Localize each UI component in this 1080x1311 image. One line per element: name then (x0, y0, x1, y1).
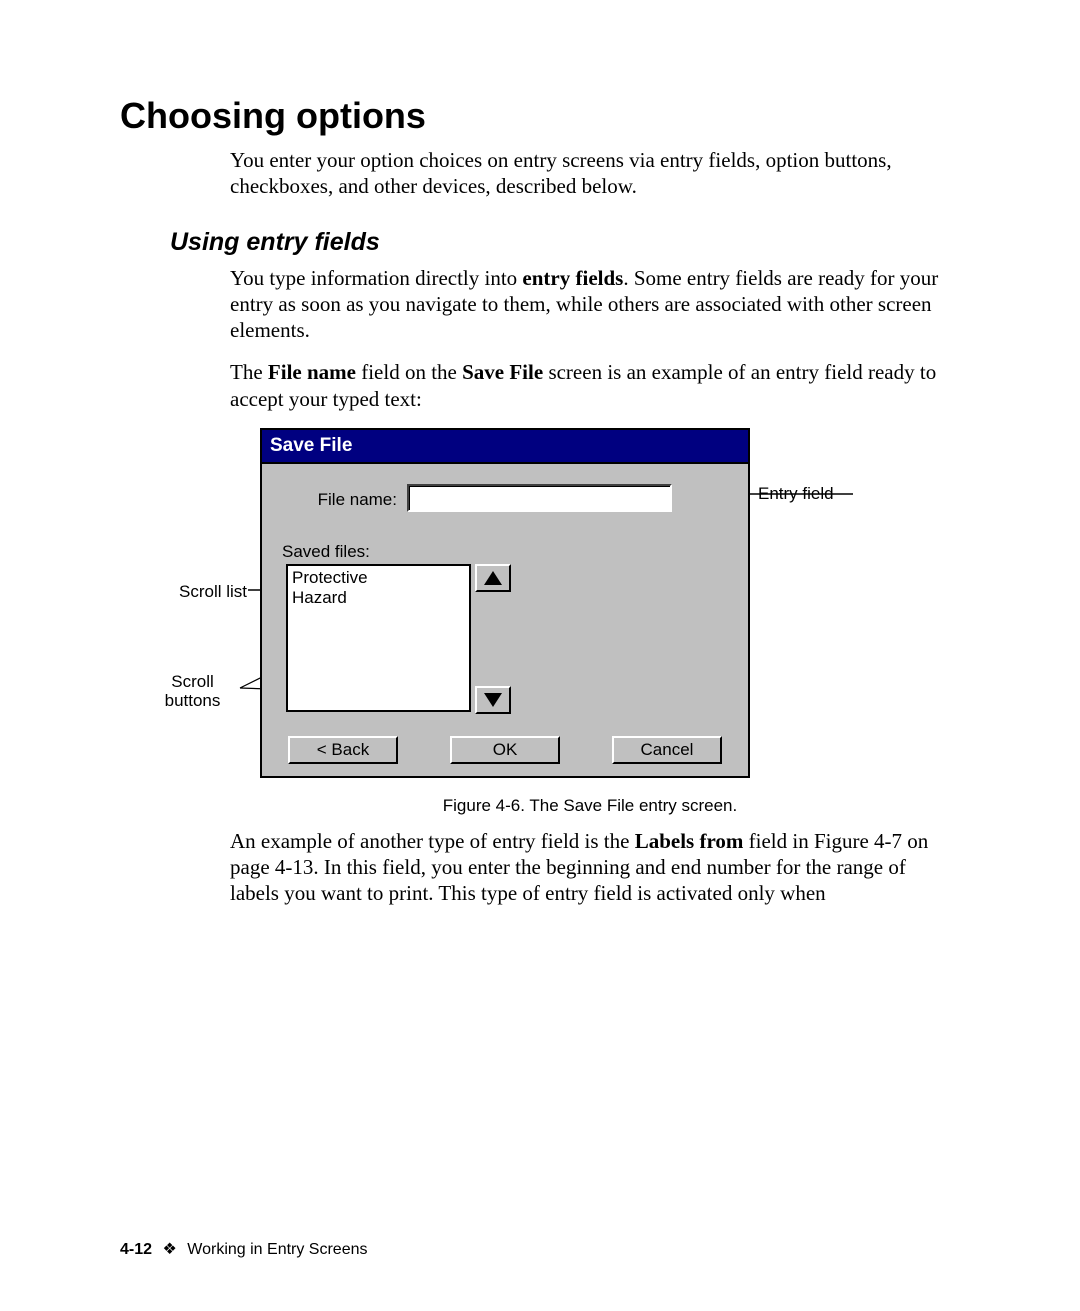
text: You type information directly into (230, 266, 522, 290)
list-item[interactable]: Protective (292, 568, 465, 588)
text: field on the (356, 360, 462, 384)
figure-caption: Figure 4-6. The Save File entry screen. (230, 796, 950, 816)
text: An example of another type of entry fiel… (230, 829, 635, 853)
footer-section: Working in Entry Screens (187, 1241, 367, 1258)
triangle-down-icon (483, 692, 503, 708)
callout-entry-field: Entry field (758, 484, 858, 504)
cancel-button[interactable]: Cancel (612, 736, 722, 764)
scroll-up-button[interactable] (475, 564, 511, 592)
subheading: Using entry fields (170, 228, 960, 257)
bold-labels-from: Labels from (635, 829, 744, 853)
ok-button[interactable]: OK (450, 736, 560, 764)
figure-save-file: Scroll list Scroll buttons Entry field (120, 428, 960, 788)
triangle-up-icon (483, 570, 503, 586)
file-name-input[interactable] (407, 484, 672, 512)
callout-scroll-buttons: Scroll buttons (150, 672, 235, 711)
dialog-title: Save File (262, 430, 748, 464)
bold-entry-fields: entry fields (522, 266, 623, 290)
paragraph-labels-from: An example of another type of entry fiel… (230, 828, 950, 907)
text: Scroll (171, 672, 214, 691)
diamond-icon: ❖ (162, 1241, 176, 1258)
save-file-dialog: Save File File name: Saved files: Protec… (260, 428, 750, 778)
scroll-down-button[interactable] (475, 686, 511, 714)
paragraph-file-name-example: The File name field on the Save File scr… (230, 359, 950, 412)
page-number: 4-12 (120, 1241, 152, 1258)
list-item[interactable]: Hazard (292, 588, 465, 608)
bold-save-file: Save File (462, 360, 543, 384)
file-name-label: File name: (282, 490, 397, 510)
text: buttons (165, 691, 221, 710)
callout-scroll-list: Scroll list (142, 582, 247, 602)
back-button[interactable]: < Back (288, 736, 398, 764)
intro-paragraph: You enter your option choices on entry s… (230, 147, 950, 200)
saved-files-label: Saved files: (282, 542, 397, 562)
page-footer: 4-12 ❖ Working in Entry Screens (120, 1239, 368, 1259)
text: The (230, 360, 268, 384)
bold-file-name: File name (268, 360, 356, 384)
page-heading: Choosing options (120, 95, 960, 137)
paragraph-entry-fields: You type information directly into entry… (230, 265, 950, 344)
saved-files-list[interactable]: Protective Hazard (286, 564, 471, 712)
